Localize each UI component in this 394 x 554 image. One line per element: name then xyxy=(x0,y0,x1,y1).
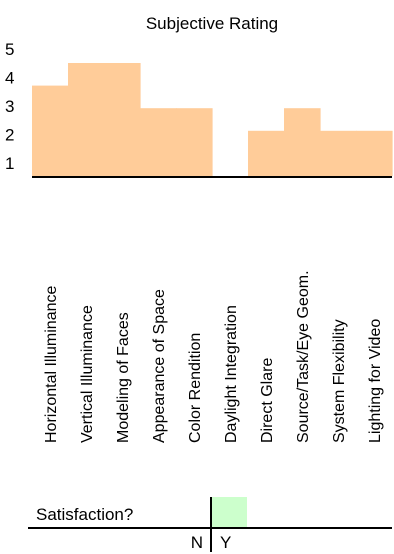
y-tick-label: 1 xyxy=(5,154,14,173)
satisfaction-yes-label: Y xyxy=(220,533,231,552)
category-label: Source/Task/Eye Geom. xyxy=(295,270,312,443)
category-label: Modeling of Faces xyxy=(115,312,132,443)
category-label: Direct Glare xyxy=(259,358,276,443)
bar-4 xyxy=(140,108,177,176)
bar-1 xyxy=(32,85,69,176)
chart-title: Subjective Rating xyxy=(146,14,278,33)
y-tick-label: 2 xyxy=(5,126,14,145)
bar-5 xyxy=(176,108,213,176)
category-label: Lighting for Video xyxy=(367,319,384,443)
bar-8 xyxy=(284,108,321,176)
satisfaction-label: Satisfaction? xyxy=(36,505,133,524)
category-label: System Flexibility xyxy=(331,319,348,443)
category-labels: Horizontal Illuminance Vertical Illuminan… xyxy=(43,270,384,443)
y-tick-label: 5 xyxy=(5,40,14,59)
satisfaction-no-label: N xyxy=(191,533,203,552)
category-label: Daylight Integration xyxy=(223,305,240,443)
category-label: Vertical Illuminance xyxy=(79,305,96,443)
category-label: Appearance of Space xyxy=(151,289,168,443)
satisfaction-yes-fill xyxy=(211,497,247,527)
bars xyxy=(32,63,393,176)
y-tick-label: 4 xyxy=(5,69,14,88)
bar-3 xyxy=(104,63,141,176)
bar-7 xyxy=(248,130,285,176)
bar-9 xyxy=(320,130,357,176)
bar-10 xyxy=(356,130,393,176)
y-axis-tick-labels: 5 4 3 2 1 xyxy=(5,40,14,173)
category-label: Color Rendition xyxy=(187,333,204,443)
y-tick-label: 3 xyxy=(5,97,14,116)
category-label: Horizontal Illuminance xyxy=(43,285,60,443)
bar-2 xyxy=(68,63,105,176)
